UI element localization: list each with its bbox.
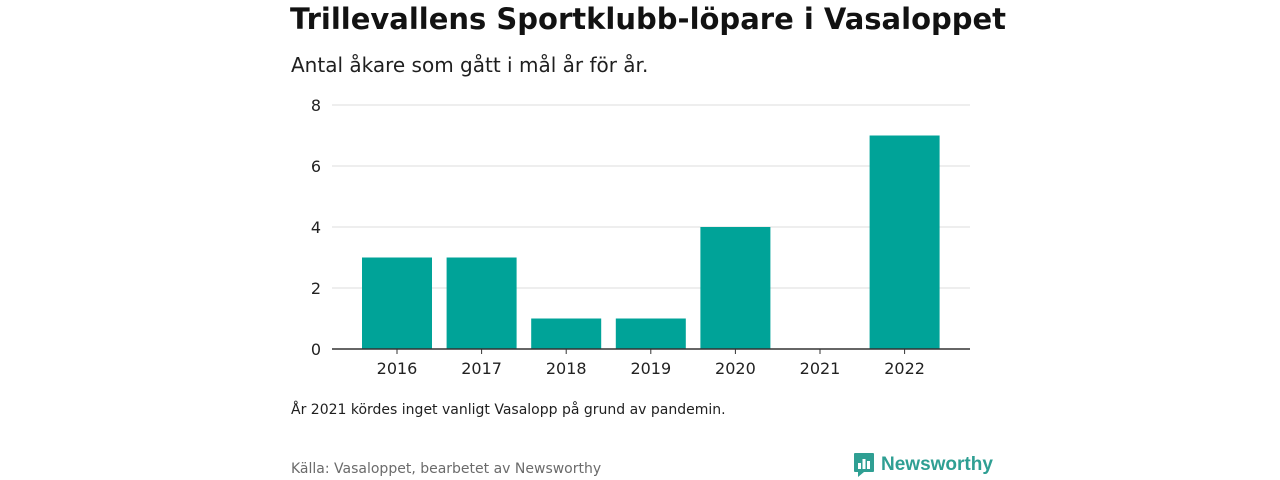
source-text: Källa: Vasaloppet, bearbetet av Newswort… — [291, 461, 602, 477]
bar-2018 — [531, 318, 602, 349]
y-tick-label: 2 — [311, 279, 321, 298]
x-tick-label: 2016 — [377, 359, 418, 378]
bar-2019 — [615, 318, 686, 349]
y-tick-label: 8 — [311, 96, 321, 115]
brand-logo: Newsworthy — [853, 452, 993, 478]
bar-2017 — [446, 257, 517, 349]
x-tick-label: 2022 — [884, 359, 925, 378]
bars — [362, 135, 940, 349]
x-tick-label: 2017 — [461, 359, 502, 378]
x-tick-label: 2020 — [715, 359, 756, 378]
newsworthy-logo-icon — [854, 453, 874, 477]
chart-title: Trillevallens Sportklubb-löpare i Vasalo… — [290, 2, 1007, 36]
x-tick-label: 2018 — [546, 359, 587, 378]
grid-lines — [332, 104, 970, 289]
x-tick-label: 2021 — [800, 359, 841, 378]
y-tick-label: 4 — [311, 218, 321, 237]
bar-chart: 0 2 4 6 8 2016 2017 2018 2019 2020 2021 2022 — [311, 96, 970, 378]
x-tick-label: 2019 — [630, 359, 671, 378]
bar-2016 — [362, 257, 432, 349]
bar-2022 — [869, 135, 940, 349]
x-tick-labels: 2016 2017 2018 2019 2020 2021 2022 — [377, 349, 925, 378]
brand-name: Newsworthy — [881, 454, 993, 475]
y-tick-labels: 0 2 4 6 8 — [311, 96, 321, 359]
chart-note: År 2021 kördes inget vanligt Vasalopp på… — [291, 402, 726, 418]
y-tick-label: 6 — [311, 157, 321, 176]
y-tick-label: 0 — [311, 340, 321, 359]
bar-2020 — [700, 227, 771, 349]
chart-subtitle: Antal åkare som gått i mål år för år. — [291, 53, 649, 77]
